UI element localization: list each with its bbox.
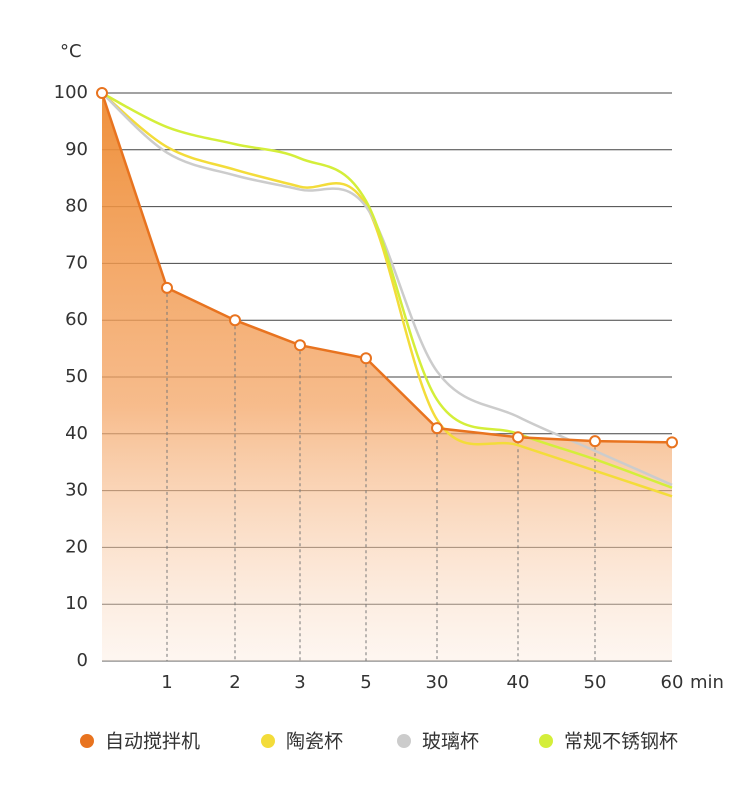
- x-tick-label: 40: [507, 672, 530, 693]
- x-tick-label: 30: [426, 672, 449, 693]
- legend-label: 玻璃杯: [422, 731, 479, 753]
- legend-marker: [539, 734, 553, 748]
- line: [101, 92, 673, 498]
- area: [102, 93, 672, 661]
- legend-label: 自动搅拌机: [105, 731, 200, 753]
- legend-marker: [397, 734, 411, 748]
- x-tick-label: 5: [360, 672, 371, 693]
- legend-label: 陶瓷杯: [286, 731, 343, 753]
- point: [294, 339, 306, 352]
- point: [360, 352, 372, 365]
- y-tick-label: 10: [65, 593, 88, 614]
- x-tick-label: 1: [161, 672, 172, 693]
- legend-marker: [261, 734, 275, 748]
- y-tick-label: 60: [65, 309, 88, 330]
- x-tick-label: 60: [661, 672, 684, 693]
- y-unit: °C: [60, 41, 82, 62]
- point: [666, 436, 678, 449]
- y-tick-label: 50: [65, 366, 88, 387]
- point: [161, 281, 173, 294]
- y-tick-label: 30: [65, 480, 88, 501]
- y-tick-label: 0: [77, 650, 88, 671]
- point: [512, 431, 524, 444]
- y-tick-label: 20: [65, 536, 88, 557]
- point: [431, 422, 443, 435]
- point: [96, 87, 108, 99]
- legend-marker: [80, 734, 94, 748]
- x-axis-label: min: [690, 672, 724, 693]
- y-tick-label: 100: [54, 82, 88, 103]
- y-tick-label: 80: [65, 196, 88, 217]
- point: [229, 314, 241, 327]
- x-tick-label: 50: [584, 672, 607, 693]
- line: [101, 91, 673, 489]
- legend-label: 常规不锈钢杯: [564, 731, 678, 753]
- point: [589, 435, 601, 448]
- x-tick-label: 2: [229, 672, 240, 693]
- y-tick-label: 40: [65, 423, 88, 444]
- y-tick-label: 70: [65, 252, 88, 273]
- x-tick-label: 3: [294, 672, 305, 693]
- y-tick-label: 90: [65, 139, 88, 160]
